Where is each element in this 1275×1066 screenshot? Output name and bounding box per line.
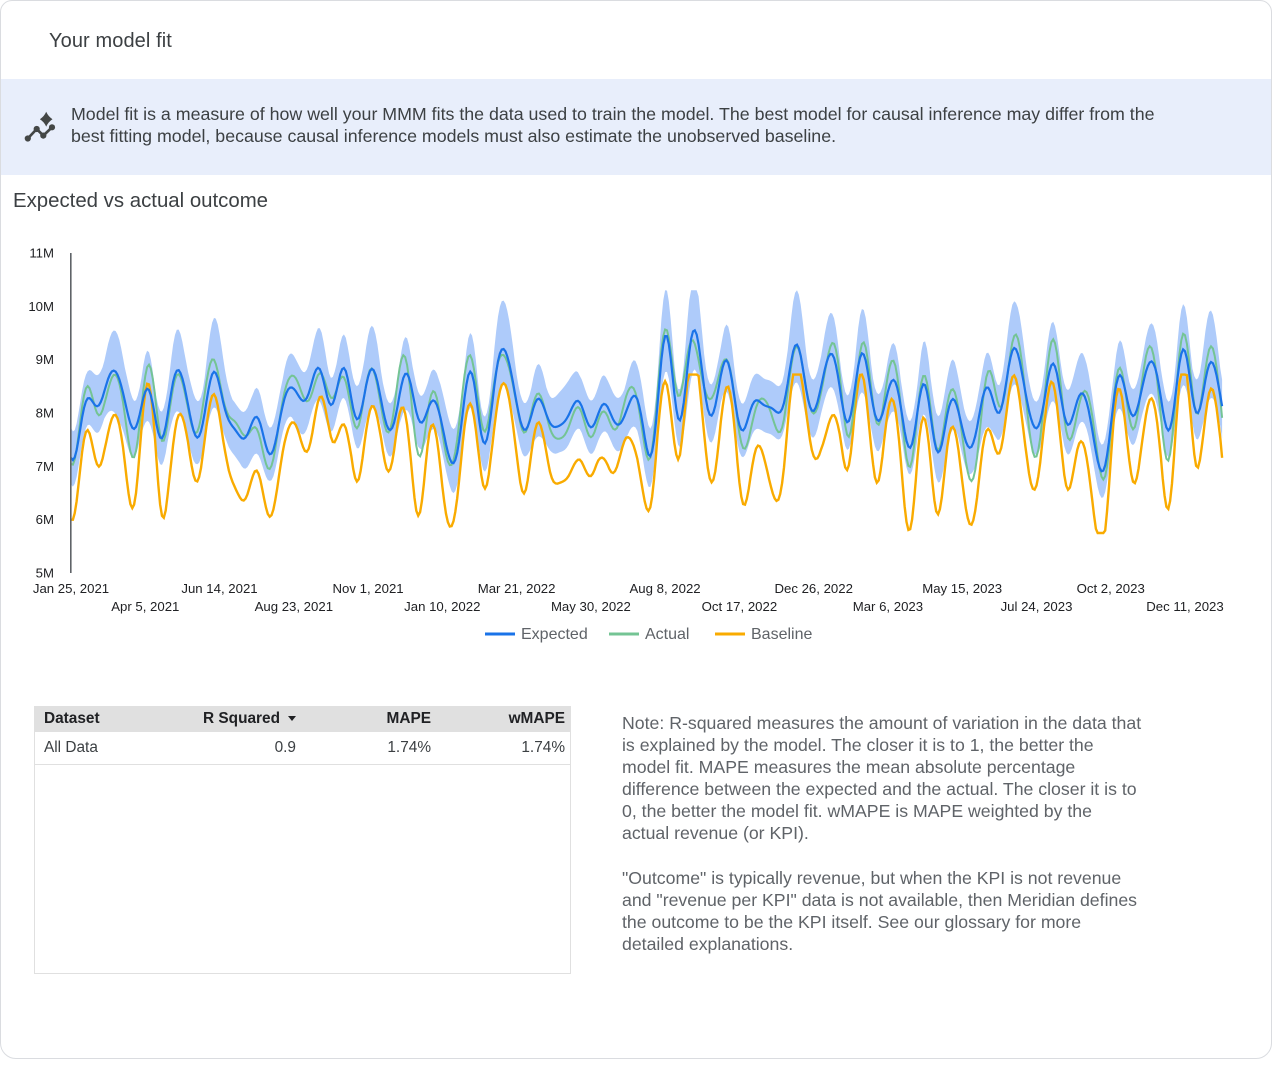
svg-text:Oct 2, 2023: Oct 2, 2023 (1077, 581, 1145, 596)
svg-text:5M: 5M (36, 566, 54, 581)
svg-text:Apr 5, 2021: Apr 5, 2021 (111, 599, 179, 614)
svg-text:Jul 24, 2023: Jul 24, 2023 (1001, 599, 1073, 614)
svg-text:May 30, 2022: May 30, 2022 (551, 599, 631, 614)
svg-text:Expected: Expected (521, 626, 588, 643)
svg-text:Mar 21, 2022: Mar 21, 2022 (478, 581, 556, 596)
svg-text:May 15, 2023: May 15, 2023 (922, 581, 1002, 596)
svg-text:Baseline: Baseline (751, 626, 812, 643)
svg-text:Dec 11, 2023: Dec 11, 2023 (1146, 599, 1223, 614)
svg-text:9M: 9M (36, 352, 54, 367)
svg-text:7M: 7M (36, 459, 54, 474)
svg-text:Mar 6, 2023: Mar 6, 2023 (853, 599, 923, 614)
svg-text:Aug 23, 2021: Aug 23, 2021 (255, 599, 333, 614)
svg-text:Jan 25, 2021: Jan 25, 2021 (33, 581, 109, 596)
svg-text:8M: 8M (36, 406, 54, 421)
svg-text:6M: 6M (36, 512, 54, 527)
svg-text:11M: 11M (29, 246, 54, 261)
svg-text:Actual: Actual (645, 626, 689, 643)
svg-text:Nov 1, 2021: Nov 1, 2021 (333, 581, 404, 596)
svg-text:Jun 14, 2021: Jun 14, 2021 (181, 581, 257, 596)
svg-text:Aug 8, 2022: Aug 8, 2022 (630, 581, 701, 596)
svg-text:Oct 17, 2022: Oct 17, 2022 (702, 599, 778, 614)
svg-text:10M: 10M (28, 299, 54, 314)
svg-text:Dec 26, 2022: Dec 26, 2022 (774, 581, 852, 596)
svg-text:Jan 10, 2022: Jan 10, 2022 (404, 599, 480, 614)
